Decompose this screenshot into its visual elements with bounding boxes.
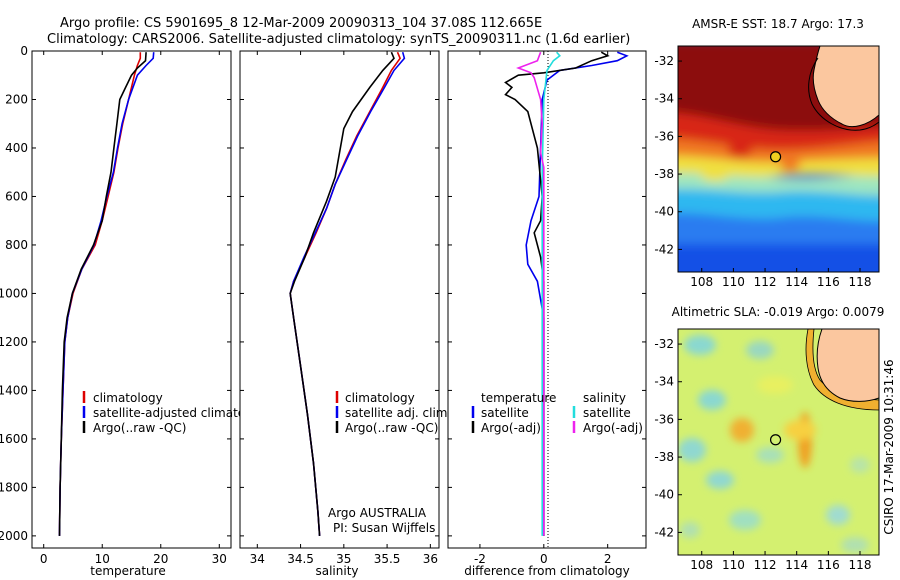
side-caption: CSIRO 17-Mar-2009 10:31:46 <box>882 359 896 534</box>
legend-satellite-adjusted: satellite-adjusted climatology <box>93 406 271 420</box>
y-tick-label: 1400 <box>0 383 28 397</box>
lon-tick-label: 108 <box>690 558 713 572</box>
sst-map: AMSR-E SST: 18.7 Argo: 17.3 108 110 112 114… <box>654 17 880 289</box>
lon-tick-label: 112 <box>754 275 777 289</box>
legend-temperature-argo: Argo(-adj) <box>481 421 541 435</box>
map-frame <box>677 328 880 556</box>
legend: temperature satellite Argo(-adj) salinit… <box>471 391 643 435</box>
lat-tick-label: -42 <box>654 525 674 539</box>
sla-map: Altimetric SLA: -0.019 Argo: 0.0079 <box>654 305 884 572</box>
lat-tick-label: -32 <box>654 337 674 351</box>
x-tick-label: 0 <box>40 552 48 566</box>
x-tick-label: 30 <box>212 552 227 566</box>
argo-profile-marker <box>769 151 782 163</box>
title-line-2: Climatology: CARS2006. Satellite-adjuste… <box>47 32 630 47</box>
y-tick-label: 1600 <box>0 432 28 446</box>
series-line-temperature-argo-adj- <box>504 51 610 536</box>
salinity-profile-panel: 34 34.5 35 35.5 36 climatology satellite adj… <box>239 50 451 578</box>
lon-tick-label: 112 <box>754 558 777 572</box>
y-tick-label: 2000 <box>0 529 28 543</box>
lat-tick-label: -34 <box>654 92 674 106</box>
title-line-1: Argo profile: CS 5901695_8 12-Mar-2009 2… <box>60 16 542 31</box>
lon-tick-label: 118 <box>849 558 872 572</box>
lon-tick-label: 110 <box>722 558 745 572</box>
y-tick-label: 1200 <box>0 335 28 349</box>
legend: climatology satellite-adjusted climatolo… <box>82 391 271 435</box>
legend-climatology: climatology <box>93 391 163 405</box>
y-tick-label: 1000 <box>0 286 28 300</box>
annotation-argo-australia: Argo AUSTRALIA <box>328 506 427 520</box>
x-tick-label: -2 <box>474 552 486 566</box>
lat-tick-label: -34 <box>654 375 674 389</box>
land <box>812 46 879 128</box>
x-tick-label: 0 <box>540 552 548 566</box>
y-tick-label: 1800 <box>0 480 28 494</box>
lon-tick-label: 118 <box>849 275 872 289</box>
series-line-argo-raw-qc- <box>58 52 147 536</box>
argo-profile-marker <box>769 434 782 446</box>
map-title: Altimetric SLA: -0.019 Argo: 0.0079 <box>672 305 885 319</box>
legend-salinity-argo: Argo(-adj) <box>583 421 643 435</box>
panel-frame <box>447 50 647 549</box>
lat-tick-label: -38 <box>654 450 674 464</box>
series-line-salinity-argo-adj- <box>516 51 545 536</box>
series-line-salinity-satellite <box>541 51 561 536</box>
x-tick-label: 35.5 <box>374 552 401 566</box>
map-frame <box>677 45 880 273</box>
x-axis-label: difference from climatology <box>464 564 630 578</box>
land <box>816 329 879 402</box>
lat-tick-label: -32 <box>654 54 674 68</box>
x-tick-label: 20 <box>153 552 168 566</box>
y-tick-label: 800 <box>5 238 28 252</box>
legend-temperature-header: temperature <box>481 391 556 405</box>
difference-profile-panel: -2 0 2 temperature satellite Argo(-adj) sa… <box>447 50 647 578</box>
x-axis-label: salinity <box>315 564 358 578</box>
map-title: AMSR-E SST: 18.7 Argo: 17.3 <box>692 17 864 31</box>
lon-tick-label: 110 <box>722 275 745 289</box>
temperature-profile-panel: 0 10 20 30 0 200 400 600 800 1000 1200 1400 1600 1800… <box>0 44 271 578</box>
lon-tick-label: 114 <box>785 558 808 572</box>
lat-tick-label: -40 <box>654 205 674 219</box>
y-tick-label: 200 <box>5 92 28 106</box>
lon-tick-label: 116 <box>817 275 840 289</box>
annotation-pi: PI: Susan Wijffels <box>333 521 435 535</box>
legend-argo: Argo(..raw -QC) <box>93 421 186 435</box>
x-tick-label: 34.5 <box>287 552 314 566</box>
x-tick-label: 2 <box>604 552 612 566</box>
lat-tick-label: -42 <box>654 242 674 256</box>
lon-tick-label: 108 <box>690 275 713 289</box>
sla-field <box>678 329 879 555</box>
legend: climatology satellite adj. clim. Argo(..… <box>335 391 451 435</box>
lat-tick-label: -40 <box>654 488 674 502</box>
legend-argo: Argo(..raw -QC) <box>345 421 438 435</box>
x-tick-label: 10 <box>95 552 110 566</box>
y-tick-label: 0 <box>20 44 28 58</box>
legend-salinity-header: salinity <box>583 391 626 405</box>
y-tick-label: 400 <box>5 141 28 155</box>
lat-tick-label: -36 <box>654 129 674 143</box>
x-tick-label: 36 <box>423 552 438 566</box>
legend-climatology: climatology <box>345 391 415 405</box>
x-tick-label: 35 <box>336 552 351 566</box>
panel-frame <box>239 50 440 549</box>
x-tick-label: 34 <box>250 552 265 566</box>
series-line-argo-raw-qc- <box>289 51 395 536</box>
lon-tick-label: 114 <box>785 275 808 289</box>
lat-tick-label: -36 <box>654 412 674 426</box>
lat-tick-label: -38 <box>654 167 674 181</box>
panel-frame <box>31 50 232 549</box>
y-tick-label: 600 <box>5 189 28 203</box>
legend-salinity-satellite: satellite <box>583 406 631 420</box>
lon-tick-label: 116 <box>817 558 840 572</box>
legend-temperature-satellite: satellite <box>481 406 529 420</box>
x-axis-label: temperature <box>90 564 165 578</box>
legend-satellite-adj: satellite adj. clim. <box>345 406 451 420</box>
